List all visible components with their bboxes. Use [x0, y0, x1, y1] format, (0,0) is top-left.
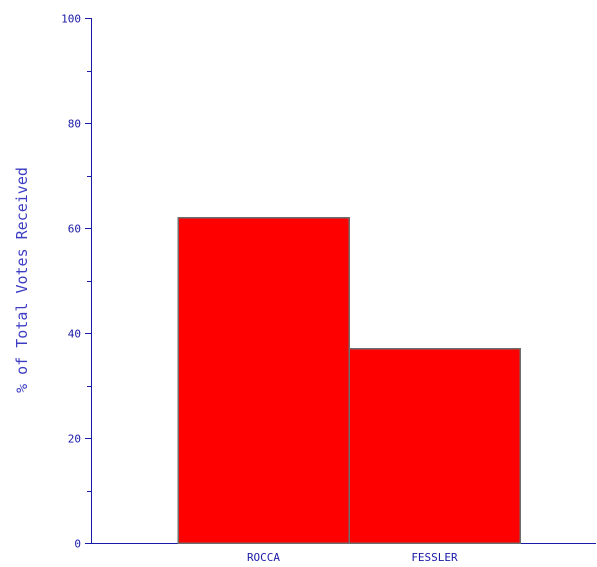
- y-tick-label: 100: [61, 13, 81, 26]
- y-tick-label: 20: [68, 433, 81, 446]
- y-axis-title: % of Total Votes Received: [13, 167, 31, 393]
- bars: [177, 216, 521, 544]
- category-label-rocca: ROCCA: [247, 551, 280, 564]
- y-tick-label: 0: [74, 538, 81, 551]
- y-tick-label: 40: [68, 328, 81, 341]
- category-labels: ROCCA FESSLER: [247, 551, 458, 564]
- bar-fessler: [348, 348, 521, 544]
- y-tick-label: 80: [68, 118, 81, 131]
- bar-rocca: [177, 216, 350, 544]
- y-axis: 0 20 40 60 80 100: [61, 13, 92, 551]
- category-label-fessler: FESSLER: [411, 551, 458, 564]
- y-tick-label: 60: [68, 223, 81, 236]
